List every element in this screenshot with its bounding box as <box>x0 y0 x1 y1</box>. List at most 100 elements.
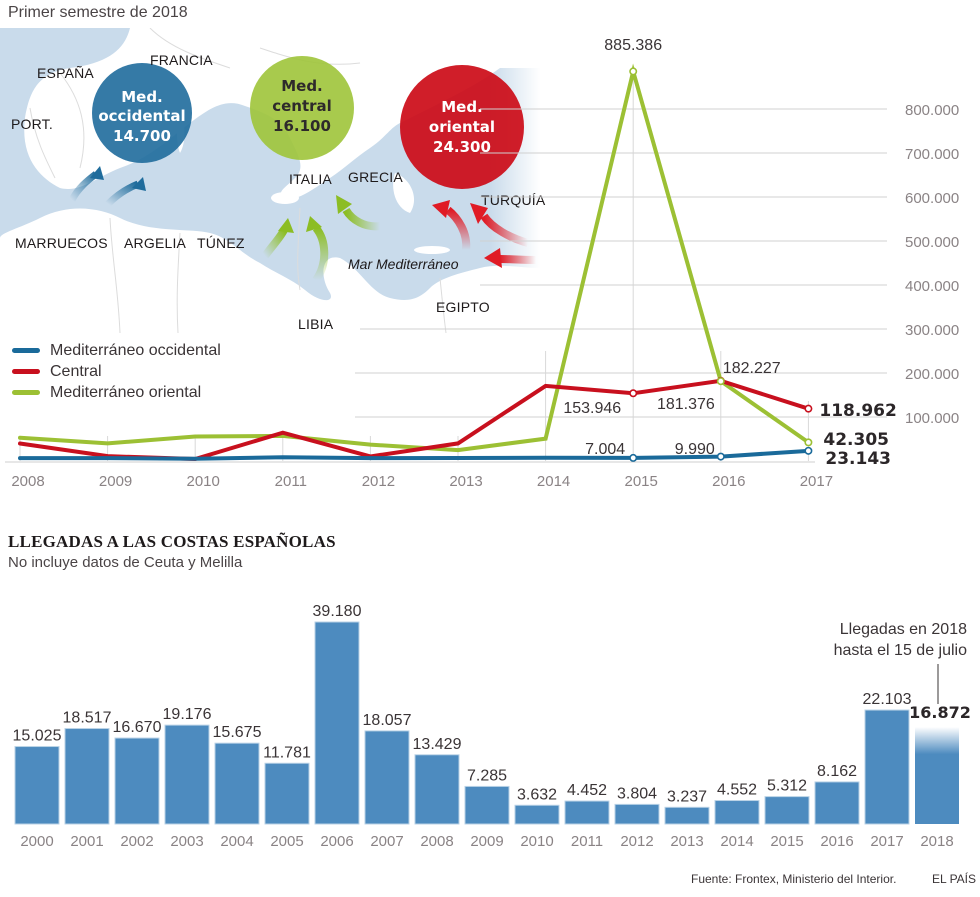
bar-value-label: 18.057 <box>363 712 412 729</box>
legend-label-occidental: Mediterráneo occidental <box>50 341 221 359</box>
chart-subtitle: Primer semestre de 2018 <box>8 4 188 21</box>
mediterranean-map: Med. occidental 14.700 Med. central 16.1… <box>0 27 545 334</box>
bar-category-label: 2007 <box>370 833 403 850</box>
bar <box>114 737 160 825</box>
data-label: 182.227 <box>723 360 781 377</box>
bar-category-label: 2001 <box>70 833 103 850</box>
bar <box>764 796 810 825</box>
bar-value-label: 8.162 <box>817 763 857 780</box>
bar-value-label: 7.285 <box>467 767 507 784</box>
data-label: 181.376 <box>657 396 715 413</box>
bar-value-label: 15.675 <box>213 724 262 741</box>
bar-category-label: 2000 <box>20 833 53 850</box>
label-mar-mediterraneo: Mar Mediterráneo <box>348 256 459 272</box>
data-point-marker <box>804 446 813 455</box>
bar-value-label: 5.312 <box>767 778 807 795</box>
bubble-occidental-value: 14.700 <box>113 127 171 145</box>
label-egipto: EGIPTO <box>436 299 490 315</box>
bar-value-label: 15.025 <box>13 728 62 745</box>
bar-category-label: 2003 <box>170 833 203 850</box>
x-tick-label: 2009 <box>99 473 132 490</box>
legend-item-central: Central <box>8 361 221 382</box>
y-tick-label: 500.000 <box>905 234 959 251</box>
label-grecia: GRECIA <box>348 169 403 185</box>
bar-category-label: 2009 <box>470 833 503 850</box>
x-tick-label: 2016 <box>712 473 745 490</box>
bar <box>614 803 660 825</box>
bar-category-label: 2008 <box>420 833 453 850</box>
bar-category-label: 2006 <box>320 833 353 850</box>
data-label: 23.143 <box>825 449 891 469</box>
bubble-central-value: 16.100 <box>273 117 331 135</box>
bar-category-label: 2011 <box>571 833 603 850</box>
bar-category-label: 2010 <box>520 833 553 850</box>
bar-category-label: 2016 <box>820 833 853 850</box>
label-portugal: PORT. <box>11 116 53 132</box>
bar <box>464 785 510 825</box>
bar <box>264 762 310 825</box>
bar-value-label: 11.781 <box>263 744 311 761</box>
legend-swatch-occidental <box>12 348 40 353</box>
data-label: 153.946 <box>563 400 621 417</box>
arrow-icon-east-1 <box>432 200 471 251</box>
data-point-marker <box>629 389 638 398</box>
bubble-central-line1: Med. <box>281 77 323 95</box>
bar-value-label: 18.517 <box>63 710 112 727</box>
bar-category-label: 2014 <box>720 833 753 850</box>
bar-value-label: 3.632 <box>517 786 557 803</box>
bubble-oriental-value: 24.300 <box>433 138 491 156</box>
brand-label: EL PAÍS <box>932 872 977 886</box>
series-line-oriental <box>18 63 811 453</box>
label-argelia: ARGELIA <box>124 235 187 251</box>
arrow-icon-central-1 <box>261 218 294 259</box>
x-tick-label: 2008 <box>11 473 44 490</box>
label-marruecos: MARRUECOS <box>15 235 108 251</box>
label-turquia: TURQUÍA <box>481 192 546 208</box>
x-tick-label: 2013 <box>449 473 482 490</box>
data-label: 42.305 <box>823 430 889 450</box>
bar-value-label: 4.452 <box>567 782 607 799</box>
source-note: Fuente: Frontex, Ministerio del Interior… <box>691 872 897 886</box>
crete <box>414 246 450 254</box>
bar <box>314 621 360 825</box>
sea-area <box>0 28 540 301</box>
legend-label-oriental: Mediterráneo oriental <box>50 383 202 401</box>
y-tick-label: 200.000 <box>905 366 959 383</box>
x-tick-label: 2012 <box>362 473 395 490</box>
bar-value-label: 16.872 <box>909 703 971 722</box>
data-label: 885.386 <box>604 37 662 54</box>
bar-value-label: 3.237 <box>667 788 707 805</box>
bar-value-label: 4.552 <box>717 782 757 799</box>
legend-swatch-oriental <box>12 390 40 395</box>
bar-chart-title: LLEGADAS A LAS COSTAS ESPAÑOLAS <box>8 532 336 551</box>
bubble-central: Med. central 16.100 <box>250 56 354 160</box>
bar <box>814 781 860 825</box>
x-tick-label: 2010 <box>187 473 220 490</box>
map-graphic: Med. occidental 14.700 Med. central 16.1… <box>0 27 540 334</box>
bar-category-label: 2013 <box>670 833 703 850</box>
bubble-occidental: Med. occidental 14.700 <box>92 63 192 163</box>
arrow-icon-east-2 <box>470 203 530 247</box>
bar-category-label: 2017 <box>870 833 903 850</box>
bar <box>514 804 560 825</box>
bubble-oriental-line2: oriental <box>429 118 495 136</box>
greece-peninsula <box>393 173 415 213</box>
data-point-marker <box>804 404 813 413</box>
bar-category-label: 2005 <box>270 833 303 850</box>
arrow-icon-west-1 <box>68 166 104 202</box>
data-point-marker <box>629 453 638 462</box>
bar <box>64 728 110 825</box>
bar <box>564 800 610 825</box>
bar <box>14 746 60 825</box>
annotation-line1: Llegadas en 2018 <box>840 621 967 638</box>
bubble-central-line2: central <box>272 97 332 115</box>
label-espana: ESPAÑA <box>37 65 94 81</box>
y-tick-label: 300.000 <box>905 322 959 339</box>
bar <box>414 754 460 825</box>
line-chart: 100.000 200.000 300.000 400.000 500.000 600.0… <box>5 37 959 490</box>
bar <box>164 724 210 825</box>
bar-category-label: 2012 <box>620 833 653 850</box>
legend-item-occidental: Mediterráneo occidental <box>8 340 221 361</box>
bar <box>364 730 410 825</box>
y-tick-label: 700.000 <box>905 146 959 163</box>
